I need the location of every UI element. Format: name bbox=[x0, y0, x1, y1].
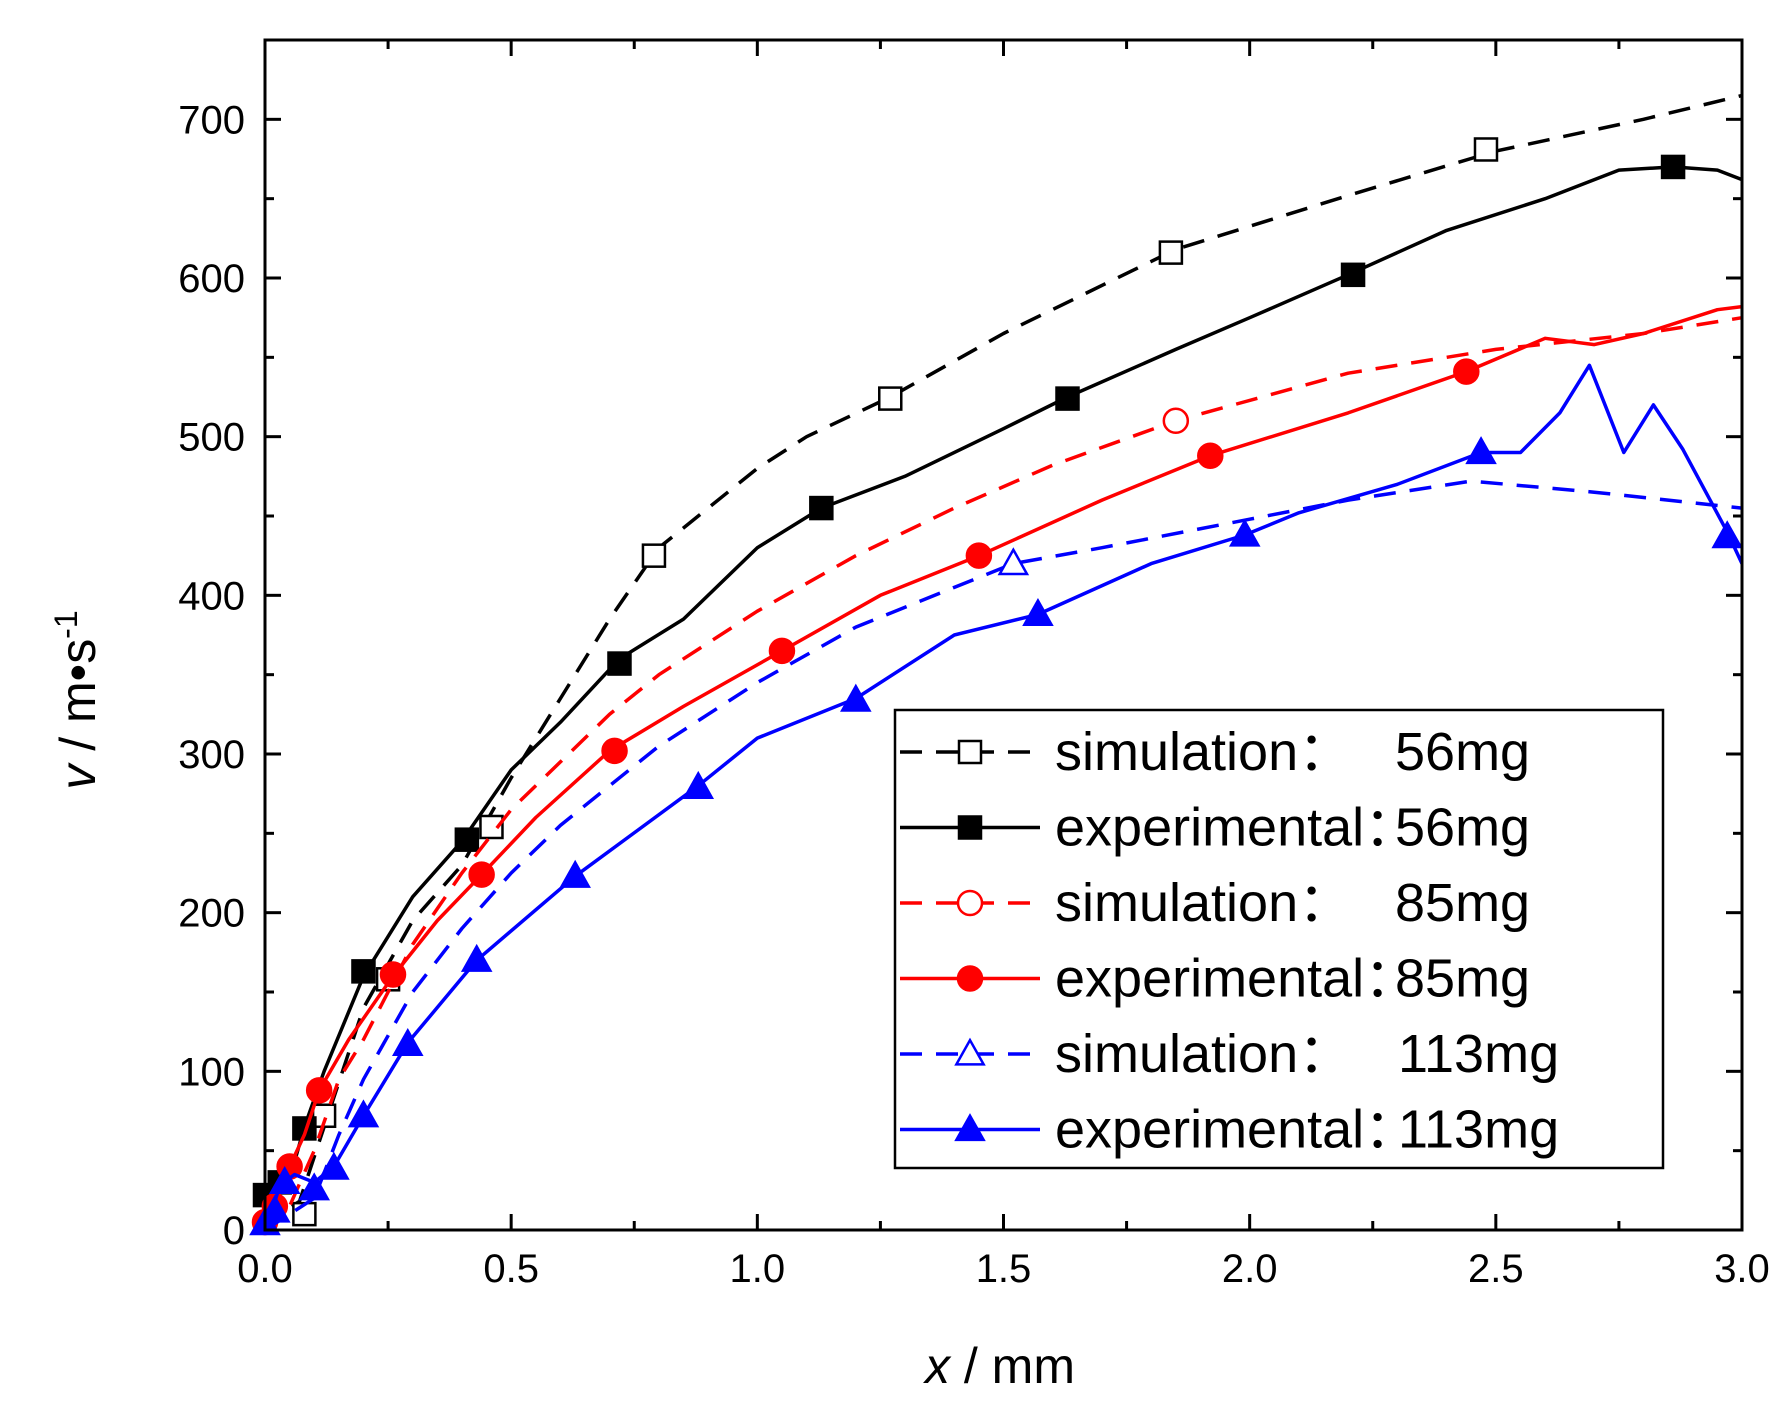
data-point-exp56 bbox=[454, 827, 480, 852]
data-point-exp113 bbox=[298, 1172, 331, 1201]
data-point-exp56 bbox=[809, 495, 834, 521]
legend-entry-exp113: experimental：113mg bbox=[900, 1100, 1559, 1160]
y-tick-label: 300 bbox=[178, 733, 245, 777]
data-point-exp85 bbox=[1453, 358, 1480, 385]
axes: 0.0 0.5 1.0 1.5 2.0 2.5 3.0 0 100 200 300 400 500 600… bbox=[178, 38, 1770, 1291]
legend-marker-exp113 bbox=[954, 1113, 986, 1142]
y-tick-label: 600 bbox=[178, 257, 245, 301]
data-point-exp113 bbox=[259, 1194, 291, 1223]
data-point-exp85 bbox=[305, 1077, 333, 1104]
x-tick-label: 2.5 bbox=[1468, 1247, 1524, 1291]
data-point-exp113 bbox=[391, 1027, 424, 1057]
data-point-exp113 bbox=[682, 770, 715, 799]
legend-label-sim56: simulation： bbox=[1055, 722, 1352, 782]
legend-marker-sim85 bbox=[956, 889, 984, 917]
legend-label-sim85: simulation： bbox=[1055, 873, 1352, 933]
data-point-exp56 bbox=[1340, 262, 1366, 288]
series-line-sim113 bbox=[264, 479, 1743, 1232]
legend-mass-sim113: 113mg bbox=[1398, 1024, 1559, 1084]
data-point-sim56 bbox=[1158, 240, 1184, 265]
legend: simulation： 56mgexperimental：56mgsimulati… bbox=[893, 708, 1665, 1170]
data-point-sim56 bbox=[1473, 137, 1499, 162]
data-point-exp56 bbox=[1055, 386, 1080, 411]
legend-label-sim113: simulation： bbox=[1055, 1024, 1352, 1084]
data-point-exp85 bbox=[379, 961, 407, 988]
data-point-exp113 bbox=[1228, 518, 1261, 547]
data-point-exp113 bbox=[268, 1165, 301, 1195]
x-tick-label: 1.0 bbox=[730, 1247, 786, 1291]
data-point-exp113 bbox=[318, 1151, 350, 1180]
data-point-exp85 bbox=[965, 542, 993, 569]
legend-entry-sim56: simulation： 56mg bbox=[900, 722, 1530, 782]
x-tick-label: 1.5 bbox=[976, 1247, 1032, 1291]
y-axis-title: v / m•s-1 bbox=[48, 610, 106, 789]
data-point-exp56 bbox=[351, 959, 376, 984]
data-point-sim56 bbox=[878, 386, 903, 411]
legend-mass-exp113: 113mg bbox=[1398, 1100, 1559, 1160]
series-sim85 bbox=[263, 315, 1743, 1232]
series-exp85 bbox=[251, 304, 1743, 1236]
data-point-exp113 bbox=[559, 859, 591, 888]
data-point-exp85 bbox=[468, 861, 495, 888]
series-sim113 bbox=[264, 479, 1743, 1232]
legend-mass-exp56: 56mg bbox=[1395, 798, 1530, 858]
data-point-sim85 bbox=[1162, 407, 1190, 435]
legend-entry-exp56: experimental：56mg bbox=[900, 798, 1530, 858]
legend-label-exp85: experimental： bbox=[1055, 949, 1418, 1009]
data-point-exp113 bbox=[1022, 597, 1054, 627]
data-point-exp113 bbox=[1711, 520, 1744, 549]
legend-mass-sim56: 56mg bbox=[1395, 722, 1530, 782]
data-point-exp56 bbox=[607, 651, 632, 676]
data-point-exp56 bbox=[1660, 154, 1686, 180]
legend-entry-sim113: simulation： 113mg bbox=[900, 1024, 1559, 1084]
series-line-exp56 bbox=[263, 165, 1743, 1231]
legend-marker-exp56 bbox=[957, 815, 983, 840]
data-point-exp113 bbox=[460, 943, 493, 972]
data-point-exp113 bbox=[1465, 436, 1497, 465]
x-tick-label: 0.0 bbox=[237, 1247, 293, 1291]
y-tick-label: 100 bbox=[178, 1050, 245, 1094]
x-tick-label: 3.0 bbox=[1714, 1247, 1770, 1291]
legend-marker-exp85 bbox=[956, 965, 984, 992]
series-line-sim85 bbox=[263, 315, 1743, 1232]
y-tick-label: 0 bbox=[223, 1209, 245, 1253]
data-point-exp113 bbox=[840, 683, 872, 712]
plot-series bbox=[249, 93, 1744, 1236]
data-point-sim113 bbox=[997, 547, 1030, 576]
x-axis-title: x / mm bbox=[923, 1338, 1075, 1394]
legend-label-exp56: experimental： bbox=[1055, 798, 1418, 858]
legend-box bbox=[893, 708, 1665, 1170]
legend-entry-sim85: simulation： 85mg bbox=[900, 873, 1530, 933]
data-point-exp113 bbox=[347, 1099, 380, 1128]
data-point-exp85 bbox=[1197, 442, 1224, 469]
x-tick-label: 0.5 bbox=[483, 1247, 539, 1291]
legend-label-exp113: experimental： bbox=[1055, 1100, 1418, 1160]
legend-entry-exp85: experimental：85mg bbox=[900, 949, 1530, 1009]
series-exp113 bbox=[249, 363, 1744, 1236]
legend-marker-sim56 bbox=[957, 739, 983, 765]
y-tick-label: 200 bbox=[178, 892, 245, 936]
data-point-exp85 bbox=[768, 637, 796, 665]
data-point-exp85 bbox=[601, 737, 628, 765]
x-tick-label: 2.0 bbox=[1222, 1247, 1278, 1291]
y-tick-label: 700 bbox=[178, 98, 245, 142]
y-tick-label: 400 bbox=[178, 574, 245, 618]
data-point-sim56 bbox=[479, 814, 504, 840]
legend-mass-sim85: 85mg bbox=[1395, 873, 1530, 933]
y-tick-label: 500 bbox=[178, 416, 245, 460]
legend-mass-exp85: 85mg bbox=[1395, 949, 1530, 1009]
legend-marker-sim113 bbox=[954, 1037, 986, 1066]
data-point-sim56 bbox=[641, 543, 667, 568]
